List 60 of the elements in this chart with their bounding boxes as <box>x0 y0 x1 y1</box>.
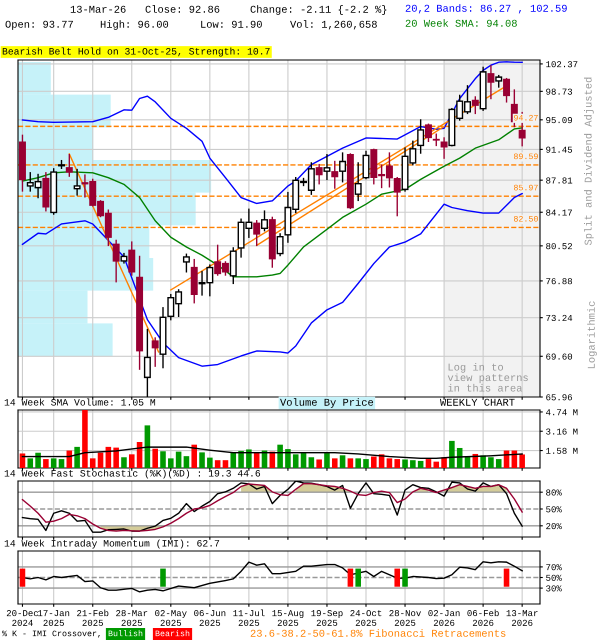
x-tick-label: 02-May 2025 <box>155 610 187 626</box>
chart-title: 14 Week SMA Volume: 1.05 M <box>4 398 156 406</box>
x-tick-label: 13-Mar 2026 <box>506 610 538 626</box>
text: Vol: 1,260,658 <box>290 20 377 30</box>
ref-line-label: 89.59 <box>514 153 538 160</box>
y-axis-title: Split and Dividend Adjusted <box>584 78 594 246</box>
y-tick-label: 3.16 M <box>546 428 578 435</box>
chart-title: Bearish Belt Hold on 31-Oct-25, Strength: 10.7 <box>2 47 270 57</box>
x-tick-label: 15-Aug 2025 <box>272 610 304 626</box>
text: Change: -2.11 {-2.2 %} <box>250 5 386 15</box>
text: Bullish <box>108 630 142 636</box>
text: Low: 91.90 <box>201 20 262 28</box>
y-tick-label: 76.88 <box>546 278 572 284</box>
band-label: Log in to view patterns in this area <box>448 362 528 392</box>
y-tick-label: 50% <box>546 506 562 512</box>
y-tick-label: 87.81 <box>546 177 572 184</box>
x-tick-label: 11-Jul 2025 <box>233 610 265 626</box>
text: WEEKLY CHART <box>440 398 515 406</box>
y-tick-label: 95.09 <box>546 117 572 124</box>
ref-line-label: 94.27 <box>514 114 538 121</box>
x-tick-label: 28-Nov 2025 <box>389 610 421 626</box>
x-tick-label: 21-Feb 2025 <box>77 610 108 626</box>
x-tick-label: 17-Jan 2025 <box>38 610 70 626</box>
text: Logarithmic <box>587 301 597 368</box>
chart-title: 14 Week Fast Stochastic (%K)(%D) : 19.3 44.6 <box>4 469 260 479</box>
y-tick-label: 69.60 <box>546 354 572 360</box>
y-tick-label: 65.96 <box>546 394 572 400</box>
text: 13-Mar-26 <box>70 6 126 13</box>
text: 23.6-38.2-50-61.8% Fibonacci Retracements <box>250 629 506 637</box>
ref-line-label: 82.50 <box>514 216 538 222</box>
chart-title: 14 Week Intraday Momentum (IMI): 62.7 <box>4 539 220 549</box>
x-tick-label: 24-Oct 2025 <box>350 610 382 626</box>
x-tick-label: 20-Dec 2024 <box>6 610 38 626</box>
y-tick-label: 50% <box>546 574 562 581</box>
text: Volume By Price <box>280 398 374 408</box>
y-tick-label: 1.58 M <box>546 448 578 454</box>
text: High: 96.00 <box>100 20 168 30</box>
y-tick-label: 91.45 <box>546 146 572 153</box>
text: Close: 92.86 <box>146 5 220 13</box>
text: Bearish <box>156 630 190 636</box>
y-tick-label: 4.74 M <box>546 409 578 416</box>
x-tick-label: 19-Sep 2025 <box>311 610 343 626</box>
text: 20,2 Bands: 86.27 , 102.59 <box>406 4 567 14</box>
y-tick-label: 102.37 <box>546 61 578 68</box>
legend-title: % K - IMI Crossover, <box>2 630 100 638</box>
x-tick-label: 02-Jan 2026 <box>428 610 460 626</box>
y-tick-label: 84.17 <box>546 209 572 216</box>
y-tick-label: 70% <box>546 564 562 570</box>
text: Open: 93.77 <box>6 20 73 30</box>
ref-line-label: 85.97 <box>514 184 538 190</box>
y-tick-label: 20% <box>546 523 562 530</box>
y-tick-label: 80% <box>546 489 562 496</box>
y-tick-label: 30% <box>546 585 562 592</box>
y-tick-label: 98.73 <box>546 88 572 95</box>
x-tick-label: 28-Mar 2025 <box>116 610 148 626</box>
text: 20 Week SMA: 94.08 <box>406 19 517 27</box>
y-tick-label: 80.52 <box>546 243 572 250</box>
x-tick-label: 06-Jun 2025 <box>194 610 226 626</box>
y-tick-label: 73.24 <box>546 314 572 322</box>
x-tick-label: 06-Feb 2026 <box>467 610 499 626</box>
